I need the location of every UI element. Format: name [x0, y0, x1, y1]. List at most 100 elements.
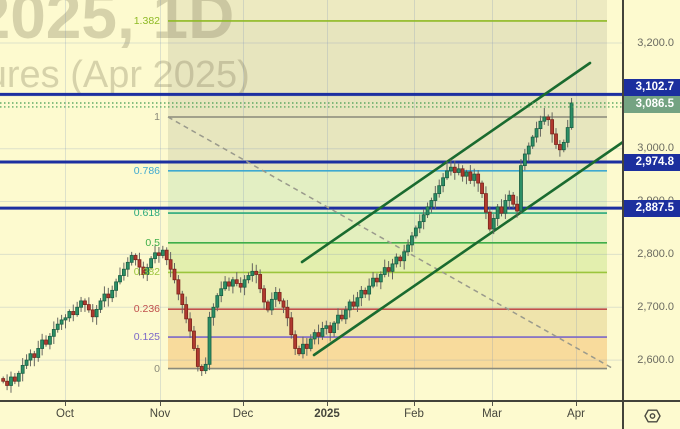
candle-body: [410, 235, 414, 246]
candle-body: [98, 300, 103, 310]
candle-body: [40, 339, 45, 349]
candle-body: [160, 249, 165, 256]
symbol-watermark: GCJ2025, 1D: [0, 0, 235, 52]
time-axis[interactable]: Oct Nov Dec 2025 Feb Mar Apr: [0, 402, 622, 429]
price-badge-2,974.8: 2,974.8: [624, 153, 680, 171]
candle-body: [230, 279, 235, 287]
candle-body: [343, 309, 348, 320]
candle-body: [145, 267, 150, 275]
candle-body: [164, 249, 169, 261]
time-axis-label-Oct: Oct: [56, 408, 74, 420]
settings-gear-icon[interactable]: [643, 409, 661, 423]
candle-body: [141, 266, 146, 275]
time-axis-label-Dec: Dec: [232, 408, 254, 420]
candle-body: [441, 177, 446, 187]
candle-body: [59, 319, 64, 325]
candle-body: [530, 136, 535, 147]
candle-body: [242, 279, 247, 288]
candle-body: [437, 185, 442, 195]
candle-body: [522, 153, 527, 167]
candle-body: [367, 285, 372, 295]
candle-body: [106, 293, 111, 299]
candle-body: [476, 173, 481, 184]
fib-level-label-0.5: 0.5: [145, 236, 160, 249]
candle-body: [456, 168, 461, 173]
candle-body: [320, 327, 325, 337]
candle-body: [503, 200, 508, 214]
candle-body: [281, 300, 286, 308]
candle-body: [223, 281, 228, 290]
candle-body: [371, 277, 375, 287]
candle-body: [172, 268, 177, 281]
candle-body: [227, 281, 231, 287]
candle-body: [507, 194, 512, 201]
candle-body: [546, 116, 551, 121]
candle-body: [569, 102, 574, 128]
candle-body: [351, 301, 356, 307]
candle-body: [262, 288, 266, 303]
candle-body: [448, 166, 453, 172]
candle-body: [184, 304, 189, 320]
candle-body: [324, 325, 329, 329]
trend-channel-upper[interactable]: [300, 61, 592, 264]
trend-channel-lower[interactable]: [312, 140, 623, 357]
chart-canvas: [0, 0, 623, 401]
price-axis-label-2,600.0: 2,600.0: [637, 353, 674, 366]
candle-body: [75, 306, 80, 316]
time-axis-tick: [414, 402, 415, 406]
candle-body: [133, 255, 138, 261]
candle-body: [433, 193, 438, 201]
candle-body: [258, 274, 263, 290]
price-axis[interactable]: 3,200.03,000.02,900.02,800.02,700.02,600…: [624, 0, 680, 400]
candle-body: [67, 311, 72, 319]
candle-body: [375, 277, 379, 283]
candle-body: [312, 332, 317, 340]
time-axis-label-2025: 2025: [314, 408, 340, 420]
time-axis-label-Mar: Mar: [482, 408, 502, 420]
time-axis-label-Nov: Nov: [149, 408, 171, 420]
candle-body: [355, 297, 360, 307]
candle-body: [468, 171, 473, 181]
candle-body: [125, 261, 130, 270]
candle-body: [452, 166, 457, 173]
time-axis-tick: [243, 402, 244, 406]
candle-body: [339, 314, 344, 320]
candle-body: [378, 274, 383, 283]
candle-body: [86, 304, 91, 311]
candle-body: [51, 329, 56, 337]
fib-level-label-1.382: 1.382: [133, 14, 160, 27]
fib-level-label-0.618: 0.618: [133, 207, 160, 220]
candle-body: [394, 256, 399, 265]
candle-body: [157, 252, 161, 256]
candle-body: [153, 252, 157, 260]
candle-body: [273, 292, 278, 300]
candle-body: [557, 144, 562, 151]
time-axis-tick: [492, 402, 493, 406]
fib-level-label-0.236: 0.236: [133, 303, 160, 316]
candle-body: [406, 244, 410, 253]
axis-settings-corner[interactable]: [624, 402, 680, 429]
candle-body: [359, 289, 364, 299]
candle-body: [487, 211, 492, 230]
time-axis-tick: [327, 402, 328, 406]
candle-body: [238, 283, 243, 288]
candle-body: [266, 301, 270, 311]
candle-body: [36, 348, 41, 358]
candle-body: [48, 335, 52, 345]
candle-body: [301, 343, 305, 355]
fib-trend-connector[interactable]: [167, 116, 613, 369]
candle-body: [316, 332, 321, 337]
candle-body: [79, 300, 83, 308]
candle-body: [137, 259, 142, 268]
candle-body: [534, 128, 539, 138]
candle-body: [421, 214, 426, 223]
chart-plot-area[interactable]: GCJ2025, 1D Gold Futures (Apr 2025) 1.38…: [0, 0, 623, 401]
candle-body: [491, 218, 496, 230]
candle-body: [9, 376, 13, 386]
candle-body: [246, 275, 251, 281]
candle-body: [90, 309, 95, 318]
candle-body: [429, 200, 434, 208]
candle-body: [55, 323, 60, 330]
time-axis-tick: [160, 402, 161, 406]
